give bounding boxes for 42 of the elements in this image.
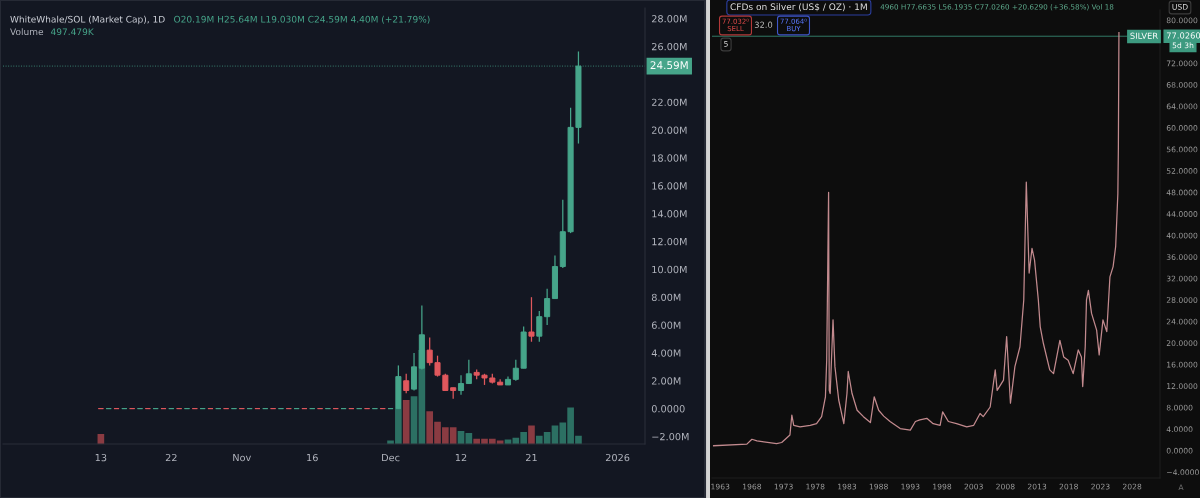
y-tick-label: 12.00M — [652, 237, 687, 246]
annotation: 32.0 — [754, 21, 773, 28]
x-tick-label: 22 — [165, 453, 177, 462]
ref-line-label: 77.0260 — [1166, 32, 1200, 39]
ref-line-label: 24.59M — [650, 61, 688, 70]
chart-title: Volume — [10, 28, 44, 36]
candlestick — [536, 310, 543, 343]
x-tick-label: 13 — [95, 453, 107, 462]
y-tick-label: 20.00M — [651, 126, 687, 134]
candlestick — [411, 352, 418, 392]
candlestick — [544, 288, 551, 326]
annotation: O20.19M H25.64M L19.030M C24.59M 4.40M (+21.79%) — [174, 15, 430, 24]
x-tick-label: 12 — [455, 453, 467, 462]
candlestick — [465, 359, 472, 385]
candlestick — [403, 373, 410, 394]
chart-title: CFDs on Silver (US$ / OZ) · 1M — [730, 3, 867, 12]
y-tick-label: 22.00M — [651, 98, 687, 106]
x-tick-label: 2026 — [605, 453, 630, 462]
y-tick-label: 14.00M — [652, 210, 687, 218]
y-tick-label: 28.00M — [651, 15, 687, 23]
bar — [402, 399, 410, 445]
y-tick-label: 8.00M — [651, 293, 681, 302]
line-series — [712, 31, 1120, 447]
candlestick — [528, 296, 535, 343]
y-tick-label: 10.00M — [652, 265, 687, 274]
x-tick-label: 16 — [307, 453, 318, 462]
x-tick-label: Nov — [233, 454, 251, 462]
bar — [528, 425, 535, 445]
annotation: SILVER — [1130, 32, 1158, 39]
candlestick — [457, 374, 465, 396]
annotation: 497.479K — [50, 28, 94, 36]
x-tick-label: 21 — [526, 453, 537, 462]
text: WhiteWhale/SOL (Market Cap), 1D — [10, 15, 165, 25]
y-tick-label: 6.00M — [651, 321, 681, 329]
y-tick-label: 2.00M — [651, 377, 681, 385]
x-tick-label: Dec — [382, 454, 400, 462]
y-tick-label: −2.00M — [652, 432, 689, 441]
y-tick-label: 26.00M — [651, 42, 687, 51]
y-tick-label: 16.00M — [652, 182, 687, 190]
y-tick-label: 18.00M — [652, 154, 687, 162]
y-tick-label: 0.0000 — [651, 405, 685, 413]
y-tick-label: 4.00M — [651, 349, 681, 357]
